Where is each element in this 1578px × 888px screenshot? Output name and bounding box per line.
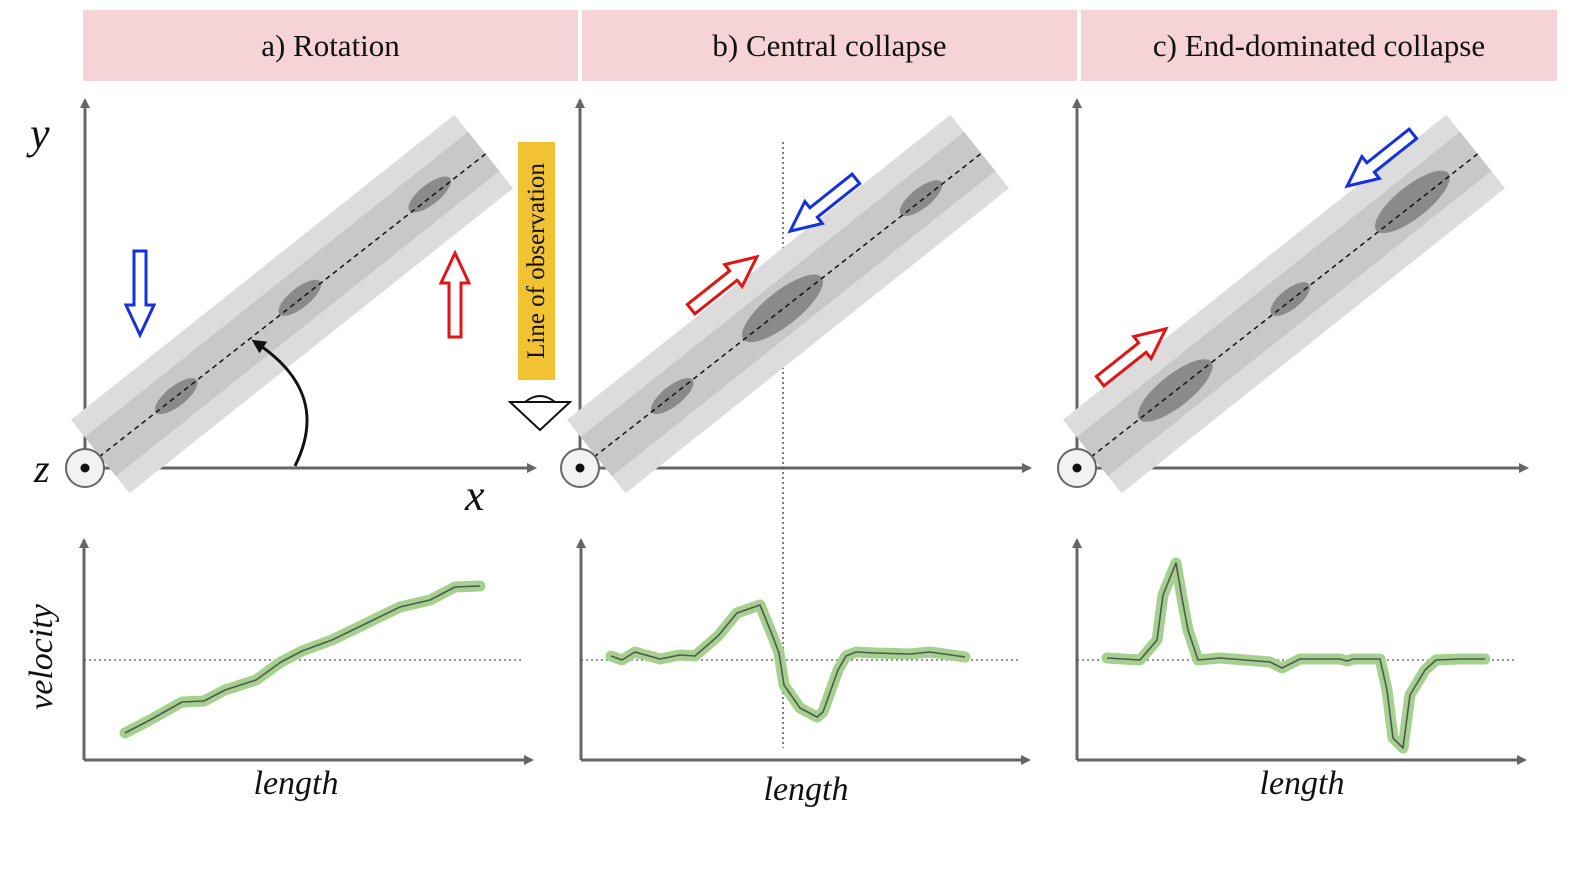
filament-axis-b (579, 151, 984, 469)
length-label-b: length (764, 771, 849, 808)
clump-c2 (1270, 282, 1311, 316)
origin-z-a (65, 448, 105, 488)
clump-c3 (1374, 170, 1450, 234)
filament-axis-a (84, 151, 489, 469)
clump-a2 (278, 279, 322, 316)
panel-a-title: a) Rotation (261, 27, 400, 63)
panel-b-title: b) Central collapse (712, 27, 947, 63)
velocity-curve-b-glow (605, 599, 971, 723)
z-axis-label: z (33, 446, 50, 491)
panel-a-diagram: y x z (26, 98, 537, 520)
line-of-observation-label: Line of observation (518, 142, 555, 380)
red-arrow-up-icon (439, 251, 471, 339)
clump-b2 (741, 274, 824, 343)
panel-c-header: c) End-dominated collapse (1081, 10, 1557, 81)
velocity-curve-a-glow (119, 580, 486, 739)
velocity-curve-c (1106, 562, 1485, 749)
origin-z-c (1057, 448, 1097, 488)
velocity-plot-b (576, 538, 1031, 765)
length-label-c: length (1260, 765, 1345, 802)
clump-b3 (899, 180, 943, 217)
eye-icon (507, 395, 573, 432)
rotation-arrow (251, 339, 309, 467)
panel-c-title: c) End-dominated collapse (1152, 27, 1486, 63)
panel-c-diagram (1057, 98, 1529, 494)
velocity-curve-c-glow (1101, 557, 1491, 754)
panel-b-header: b) Central collapse (582, 10, 1077, 81)
x-axis-label: x (464, 471, 485, 520)
panel-a-header: a) Rotation (83, 10, 578, 81)
clump-a3 (408, 176, 452, 213)
velocity-plot-a (79, 538, 534, 765)
velocity-axis-label: velocity (23, 603, 60, 710)
velocity-curve-a (124, 585, 481, 734)
length-label-a: length (254, 765, 339, 802)
line-of-observation-text: Line of observation (522, 163, 550, 359)
velocity-curve-b (610, 604, 966, 718)
filament-c (1063, 114, 1505, 494)
velocity-plot-c (1072, 538, 1527, 765)
panel-b-diagram (560, 98, 1032, 748)
origin-z-b (560, 448, 600, 488)
y-axis-label: y (26, 109, 50, 158)
blue-arrow-down-icon (124, 249, 156, 337)
filament-axis-c (1076, 151, 1481, 469)
